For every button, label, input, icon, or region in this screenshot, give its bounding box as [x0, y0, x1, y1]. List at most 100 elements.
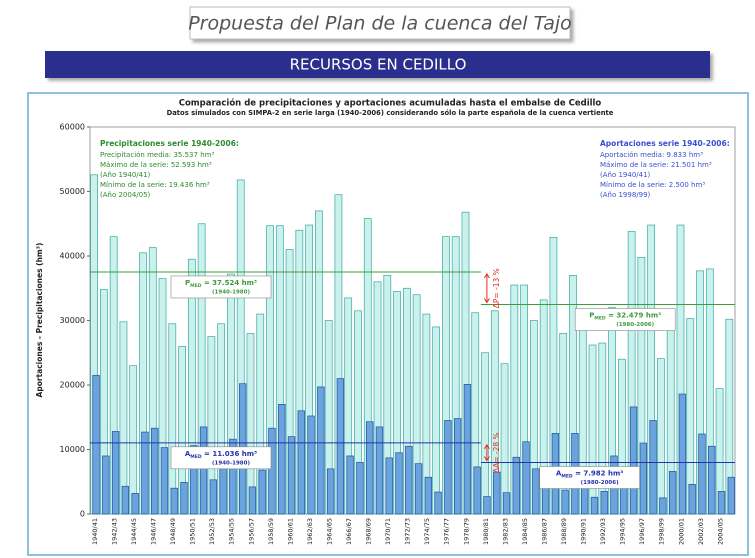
bar: [590, 496, 599, 515]
bar: [385, 457, 393, 515]
info-line: Mínimo de la serie: 2.500 hm³: [600, 181, 705, 189]
arrow-head: [483, 443, 490, 462]
bar: [629, 406, 638, 515]
mean-sub: MED: [190, 453, 202, 459]
y-tick-label: 20000: [60, 381, 85, 390]
x-tick-label: 1984/85: [521, 518, 529, 545]
info-header: Aportaciones serie 1940-2006:: [600, 139, 730, 148]
bar: [102, 455, 110, 515]
info-line: (Año 1998/99): [600, 191, 651, 199]
x-tick-label: 1948/49: [169, 518, 177, 545]
bar: [395, 452, 403, 515]
bar: [532, 468, 540, 515]
delta-label: ΔA= -28 %: [492, 432, 501, 473]
mean-label: PMED = 37.524 hm³: [185, 279, 257, 289]
mean-label-box: [539, 466, 640, 489]
bar: [678, 393, 687, 515]
bar: [141, 431, 149, 515]
info-line: (Año 1940/41): [600, 171, 651, 179]
bar: [414, 463, 423, 515]
bar: [307, 415, 315, 515]
banner: [45, 51, 710, 78]
bar: [199, 426, 208, 515]
bar: [190, 445, 198, 515]
x-tick-label: 1952/53: [208, 518, 216, 545]
bar: [326, 468, 335, 515]
bar: [688, 483, 696, 515]
slide-title: Propuesta del Plan de la cuenca del Tajo: [188, 13, 572, 35]
x-tick-label: 2002/03: [697, 518, 705, 545]
mean-symbol: P: [185, 279, 190, 287]
bar: [432, 326, 441, 515]
bar: [473, 466, 481, 515]
bar: [444, 420, 452, 515]
bar: [639, 442, 648, 515]
bar: [375, 426, 384, 515]
bar: [170, 487, 178, 515]
mean-label: AMED = 11.036 hm³: [185, 450, 257, 460]
mean-text: = 7.982 hm³: [573, 470, 624, 478]
x-tick-label: 1998/99: [658, 518, 666, 545]
x-tick-label: 1980/81: [482, 518, 490, 545]
mean-sub: MED: [594, 315, 606, 321]
info-line: Mínimo de la serie: 19.436 hm³: [100, 181, 210, 189]
arrow-head: [483, 273, 490, 304]
x-tick-label: 1996/97: [638, 518, 646, 545]
y-tick-label: 0: [80, 510, 85, 519]
mean-label-box: [170, 275, 272, 299]
y-axis-label: Aportaciones - Precipitaciones (hm³): [35, 243, 44, 398]
x-tick-label: 1964/65: [325, 518, 333, 545]
x-tick-label: 1978/79: [462, 518, 470, 545]
x-tick-label: 1982/83: [501, 518, 509, 545]
y-tick-label: 30000: [60, 316, 85, 325]
bar: [453, 418, 462, 515]
bar: [180, 482, 188, 515]
mean-period: (1980-2006): [581, 480, 619, 486]
mean-text: = 37.524 hm³: [201, 279, 257, 287]
info-header: Precipitaciones serie 1940-2006:: [100, 139, 239, 148]
mean-label: PMED = 32.479 hm³: [589, 312, 661, 322]
x-tick-label: 1944/45: [130, 518, 138, 545]
mean-label-box: [574, 308, 676, 331]
bar: [258, 469, 266, 515]
bar: [111, 431, 120, 515]
bar: [717, 491, 726, 515]
x-tick-label: 1960/61: [286, 518, 294, 545]
mean-period: (1980-2006): [616, 322, 654, 328]
bar: [483, 496, 491, 515]
bar: [502, 492, 511, 515]
bar: [219, 468, 227, 515]
x-tick-label: 1950/51: [189, 518, 197, 545]
mean-sub: MED: [561, 473, 573, 479]
x-tick-label: 1966/67: [345, 518, 353, 545]
x-tick-label: 1988/89: [560, 518, 568, 545]
bar: [405, 445, 413, 515]
bar: [698, 433, 706, 515]
bar: [727, 476, 735, 515]
plot: 0 10000 20000 30000 40000 50000 60000 1940/41 19…: [60, 123, 736, 545]
bar: [92, 374, 100, 515]
bar: [434, 491, 442, 515]
info-line: (Año 1940/41): [100, 171, 151, 179]
mean-label: AMED = 7.982 hm³: [556, 470, 623, 480]
mean-period: (1940-1980): [212, 289, 250, 295]
x-tick-label: 1986/87: [540, 518, 548, 545]
bar: [297, 410, 305, 515]
bar: [657, 358, 665, 515]
bar: [708, 445, 716, 515]
y-tick-label: 50000: [60, 187, 85, 196]
x-tick-label: 1990/91: [580, 518, 588, 545]
info-line: Máximo de la serie: 21.501 hm³: [600, 161, 712, 169]
bar: [131, 493, 139, 515]
bar: [481, 352, 489, 515]
bar: [121, 485, 130, 515]
bar: [366, 421, 374, 515]
x-tick-label: 1956/57: [247, 518, 255, 545]
mean-text: = 32.479 hm³: [606, 312, 662, 320]
x-tick-label: 1954/55: [228, 518, 236, 545]
mean-sub: MED: [190, 282, 202, 288]
x-tick-label: 1994/95: [619, 518, 627, 545]
bar: [317, 386, 325, 515]
bar: [620, 487, 628, 515]
